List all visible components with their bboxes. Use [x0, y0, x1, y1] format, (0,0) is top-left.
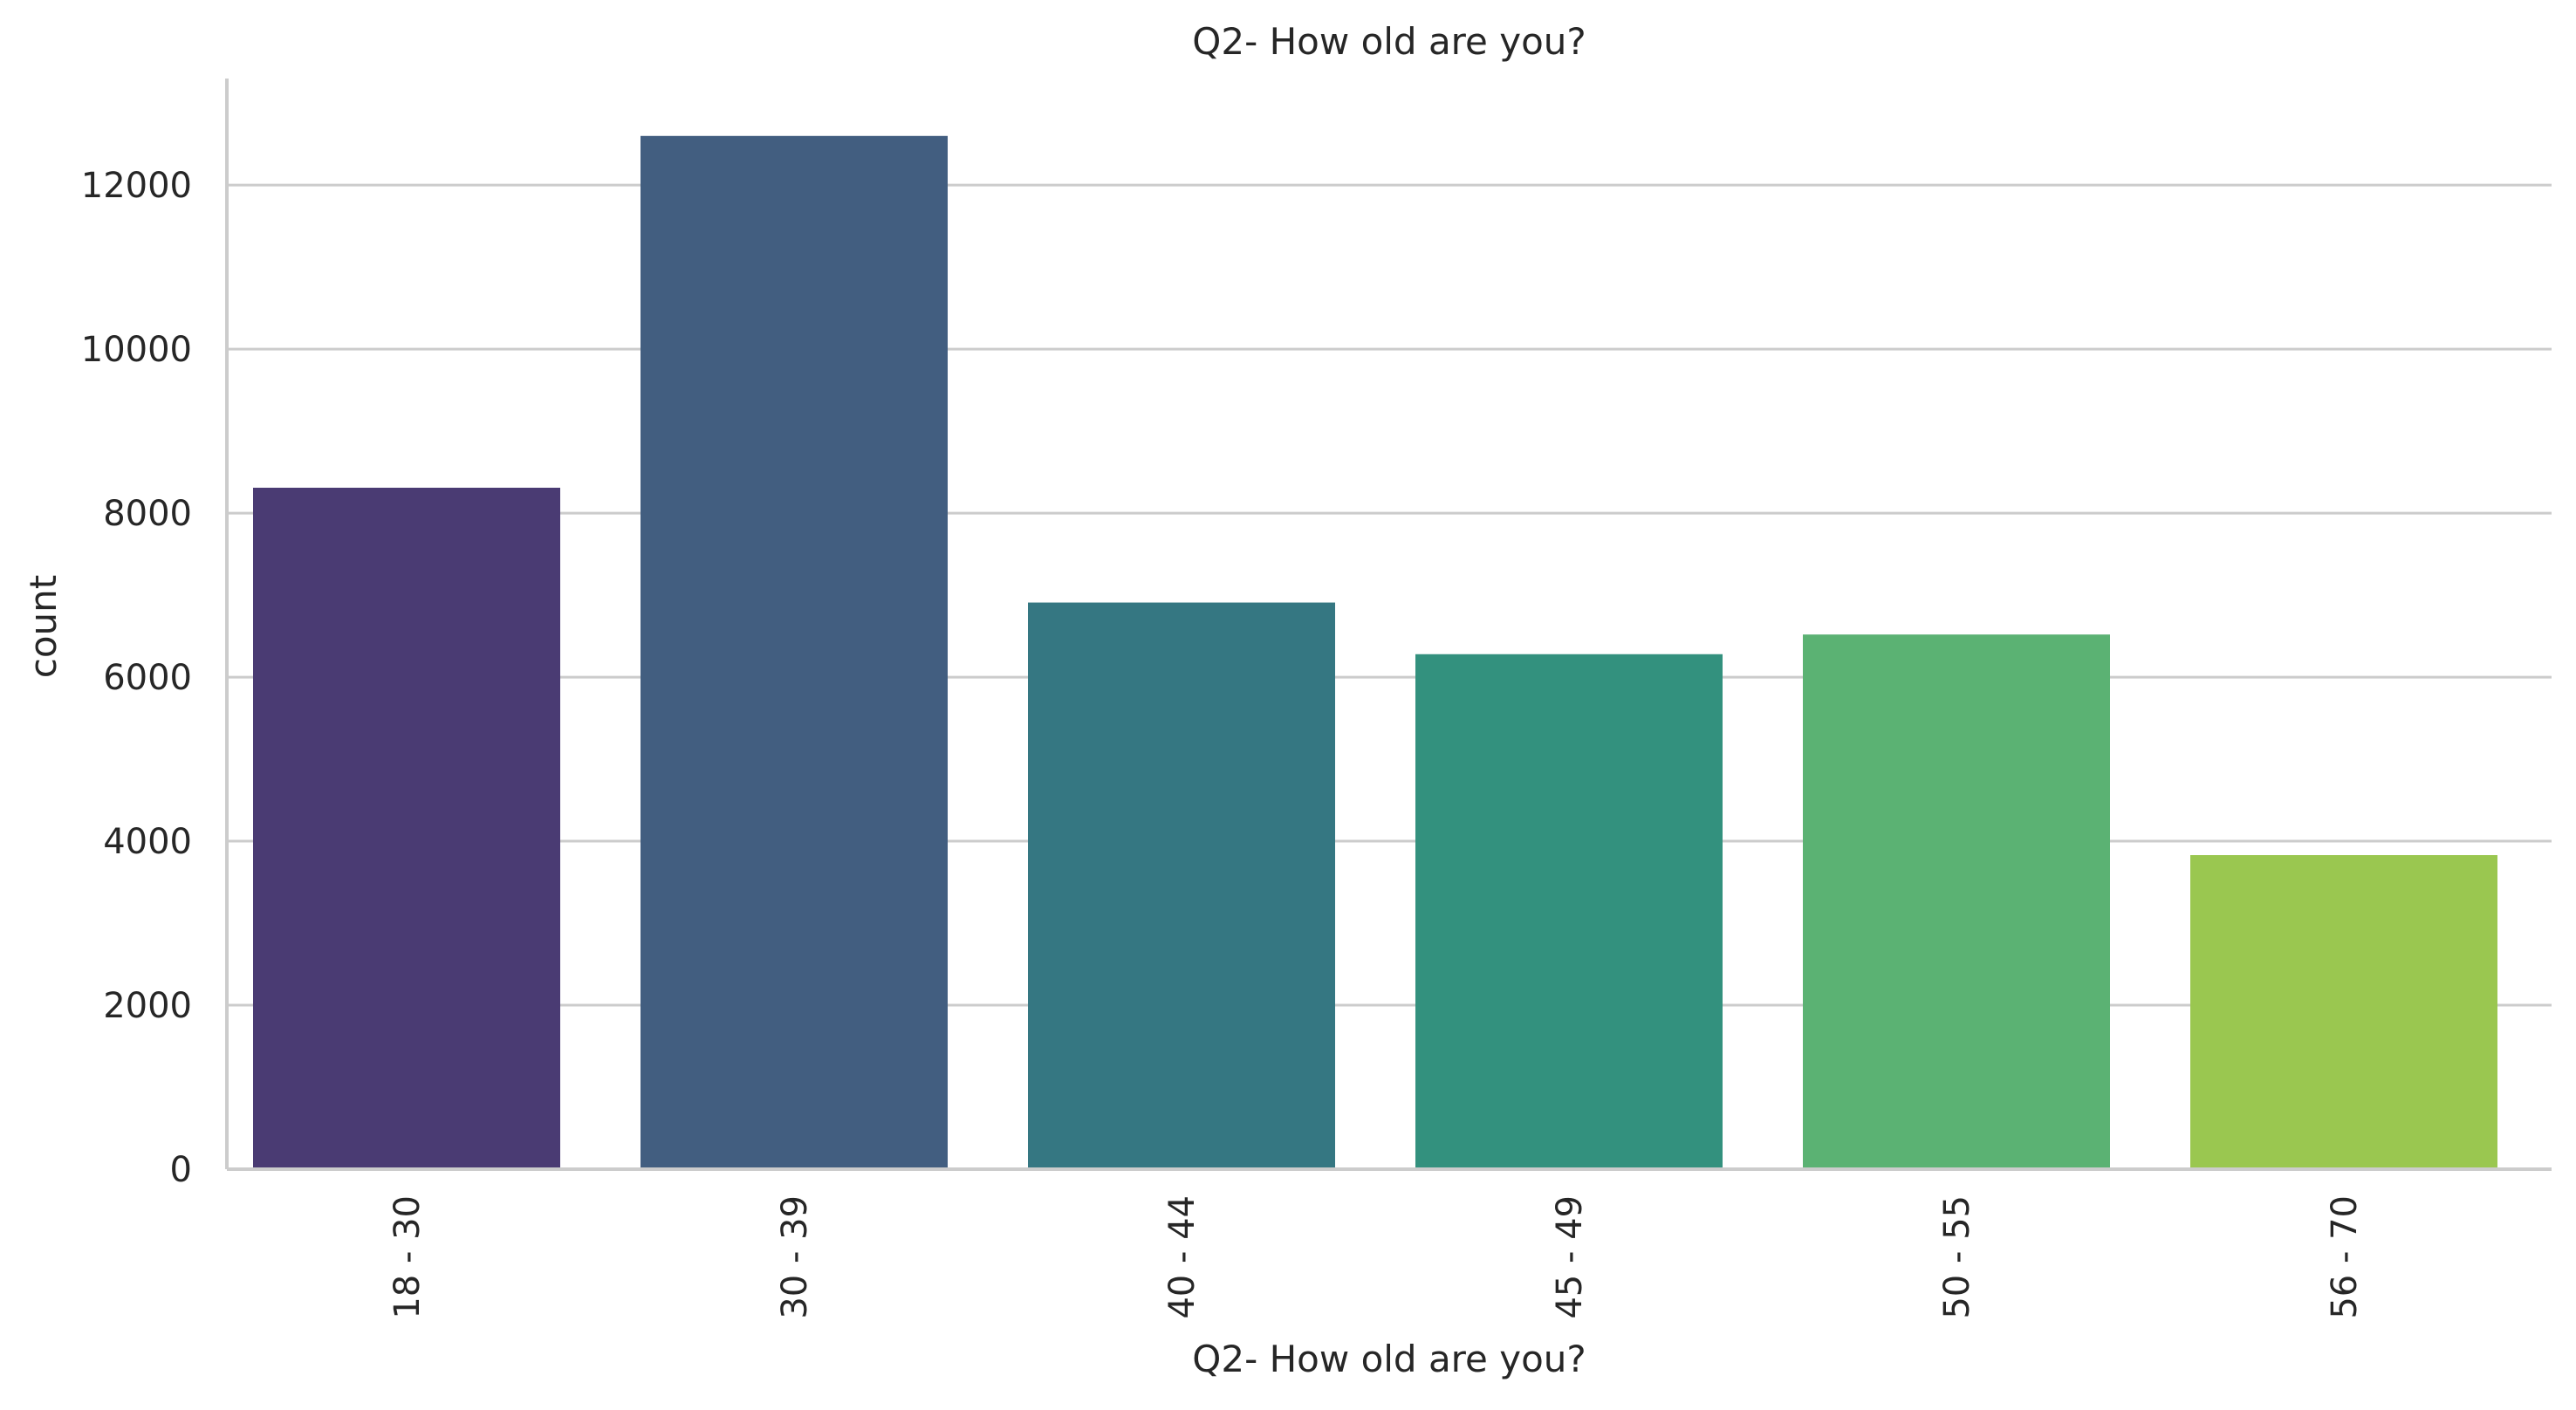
- x-tick-label: 50 - 55: [1937, 1195, 1977, 1319]
- x-axis-label: Q2- How old are you?: [1192, 1338, 1586, 1380]
- bar-40-44: [1028, 602, 1335, 1169]
- y-tick-labels: 0 2000 4000 6000 8000 10000 12000: [81, 166, 192, 1190]
- bar-layer: [253, 135, 2497, 1170]
- bar-45-49: [1415, 654, 1723, 1169]
- chart-title: Q2- How old are you?: [1192, 20, 1586, 63]
- grid-layer: [227, 183, 2552, 1007]
- y-tick-label: 0: [170, 1150, 192, 1190]
- bar-30-39: [641, 135, 948, 1170]
- y-tick-label: 6000: [103, 658, 192, 698]
- y-tick-label: 8000: [103, 494, 192, 534]
- x-tick-label: 18 - 30: [387, 1195, 428, 1319]
- bar-50-55: [1803, 634, 2110, 1169]
- y-tick-label: 4000: [103, 822, 192, 862]
- x-tick-label: 45 - 49: [1550, 1195, 1590, 1319]
- x-tick-label: 30 - 39: [775, 1195, 815, 1319]
- bar-56-70: [2190, 855, 2497, 1169]
- x-tick-labels: 18 - 30 30 - 39 40 - 44 45 - 49 50 - 55 56 - …: [387, 1195, 2365, 1319]
- x-tick-label: 40 - 44: [1162, 1195, 1202, 1319]
- bar-18-30: [253, 487, 560, 1169]
- axis-layer: [225, 79, 2552, 1171]
- y-axis-label: count: [22, 575, 65, 679]
- y-tick-label: 12000: [81, 166, 192, 206]
- y-tick-label: 10000: [81, 330, 192, 370]
- x-tick-label: 56 - 70: [2325, 1195, 2365, 1319]
- y-tick-label: 2000: [103, 986, 192, 1026]
